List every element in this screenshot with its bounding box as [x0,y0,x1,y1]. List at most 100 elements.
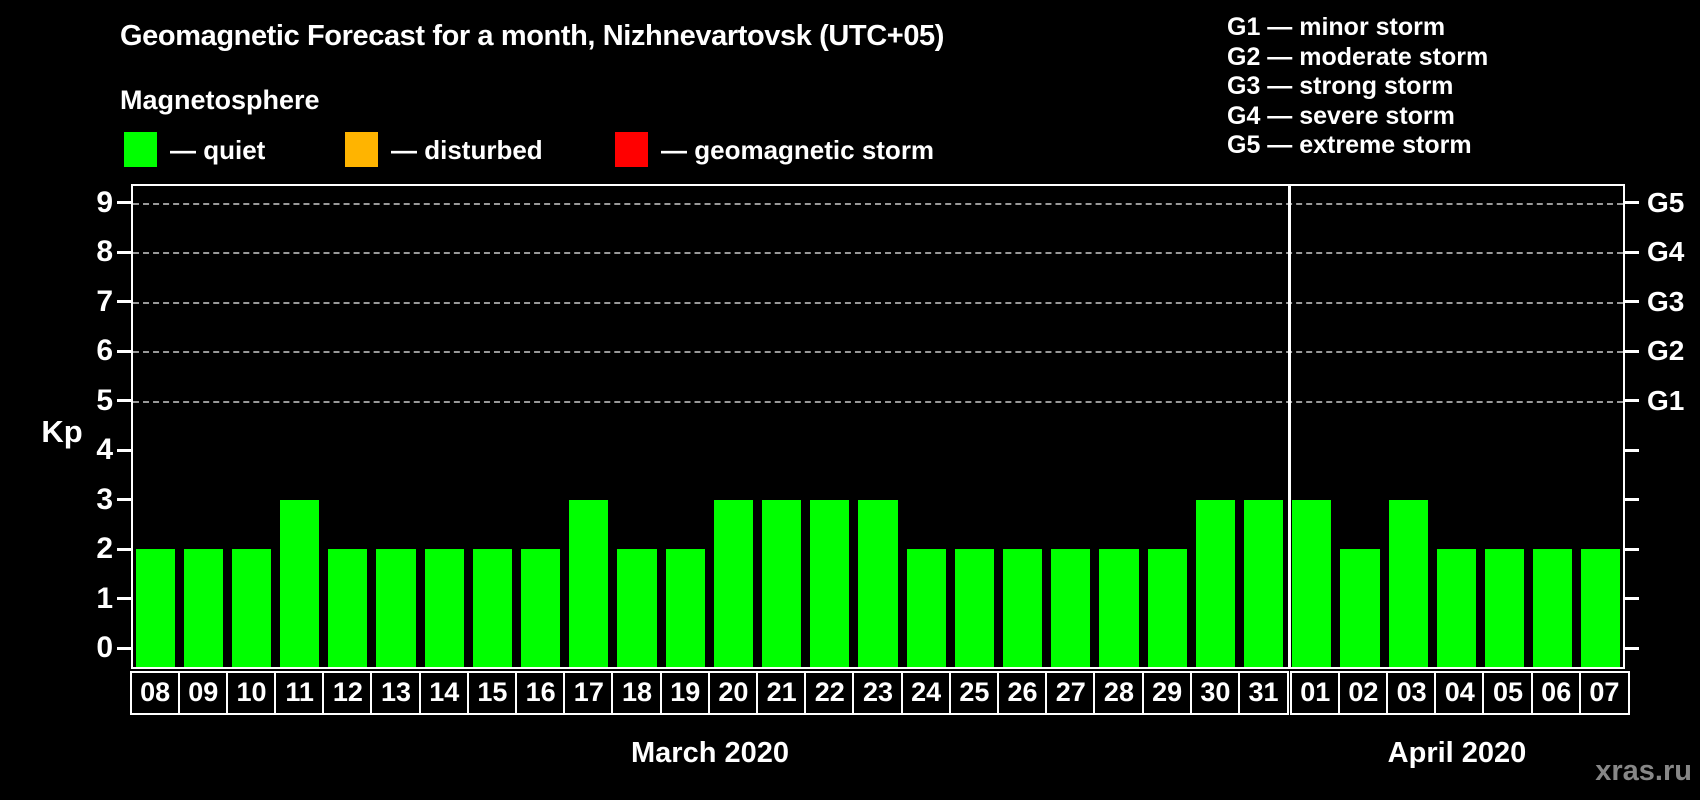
plot-area [131,184,1625,669]
disturbed-legend-label: — disturbed [391,135,543,165]
kp-tick-left-4 [117,448,131,452]
kp-tick-label-5: 5 [96,383,113,417]
quiet-legend-label: — quiet [170,135,266,165]
kp-bar-day-12 [328,549,368,667]
date-cell-31: 31 [1237,671,1290,715]
date-cell-06: 06 [1530,671,1582,715]
kp-tick-label-9: 9 [96,185,113,219]
chart-title: Geomagnetic Forecast for a month, Nizhne… [120,20,945,52]
date-cell-04: 04 [1434,671,1486,715]
storm-legend-label: — geomagnetic storm [661,135,935,165]
gridline-g3 [133,301,1623,304]
kp-tick-label-4: 4 [96,433,113,466]
g-axis-label-g1: G1 [1647,384,1685,416]
date-cell-22: 22 [804,671,856,715]
kp-bar-day-11 [280,499,320,667]
kp-tick-label-3: 3 [96,482,113,516]
kp-bar-day-13 [376,549,416,667]
date-cell-11: 11 [274,671,326,715]
kp-tick-left-7 [117,300,131,303]
date-cell-05: 05 [1482,671,1534,715]
kp-bar-day-17 [569,499,609,667]
kp-bar-day-28 [1099,549,1139,667]
date-cell-08: 08 [129,671,181,715]
date-cell-21: 21 [756,671,808,715]
kp-bar-day-19 [665,549,705,667]
kp-bar-day-04 [1436,549,1476,667]
gridline-g4 [133,252,1623,254]
magnetosphere-label: Magnetosphere [120,85,320,115]
kp-tick-left-9 [117,201,131,204]
kp-bar-day-10 [231,549,272,667]
kp-bar-day-18 [617,549,657,667]
disturbed-legend-swatch [345,132,378,167]
date-cell-15: 15 [466,671,519,715]
kp-tick-right-1 [1625,597,1639,600]
kp-tick-left-1 [117,597,131,600]
date-cell-24: 24 [900,671,952,715]
g-axis-label-g3: G3 [1647,285,1685,317]
kp-tick-label-2: 2 [96,532,113,565]
kp-tick-left-6 [117,349,131,353]
kp-bar-day-05 [1484,549,1525,667]
kp-bar-day-31 [1243,499,1284,667]
kp-bar-day-01 [1292,499,1332,667]
g-axis-label-g5: G5 [1647,186,1685,218]
date-cell-18: 18 [611,671,663,715]
month-label-april: April 2020 [1387,737,1527,769]
g-scale-legend: G1 — minor storm G2 — moderate storm G3 … [1227,13,1488,161]
kp-bar-day-27 [1051,549,1091,667]
date-cell-09: 09 [177,671,229,715]
date-cell-19: 19 [659,671,711,715]
kp-tick-label-1: 1 [96,581,113,615]
g4-legend-line: G4 — severe storm [1227,101,1455,130]
kp-bar-day-16 [521,549,561,667]
date-cell-29: 29 [1141,671,1193,715]
g-axis-label-g4: G4 [1647,236,1685,267]
kp-tick-right-7 [1625,300,1639,303]
kp-tick-label-6: 6 [96,334,113,367]
kp-tick-left-8 [117,250,131,254]
date-cell-03: 03 [1386,671,1438,715]
kp-bar-day-06 [1533,549,1573,667]
date-cell-30: 30 [1189,671,1241,715]
date-cell-23: 23 [852,671,904,715]
kp-bar-day-08 [135,549,175,667]
kp-tick-right-2 [1625,547,1639,551]
date-cell-14: 14 [418,671,470,715]
kp-tick-left-5 [117,399,131,402]
date-cell-10: 10 [225,671,278,715]
date-cell-02: 02 [1337,671,1390,715]
g3-legend-line: G3 — strong storm [1227,72,1454,100]
kp-bar-day-25 [954,549,994,667]
kp-bar-day-22 [810,499,850,667]
month-boundary-line [1287,186,1291,667]
kp-bar-day-29 [1147,549,1187,667]
kp-tick-right-3 [1625,498,1639,501]
kp-tick-left-2 [117,547,131,551]
date-cell-01: 01 [1289,671,1341,715]
gridline-g2 [133,351,1623,353]
kp-tick-right-9 [1625,201,1639,204]
kp-tick-left-0 [117,646,131,650]
kp-tick-right-5 [1625,399,1639,402]
kp-bar-day-30 [1195,499,1235,667]
month-label-march: March 2020 [631,737,789,769]
kp-bar-day-20 [713,499,753,667]
date-cell-20: 20 [707,671,759,715]
kp-bar-day-21 [762,499,802,667]
kp-tick-label-0: 0 [96,631,113,664]
kp-bar-day-07 [1581,549,1621,667]
date-cell-07: 07 [1578,671,1630,715]
date-cell-17: 17 [563,671,615,715]
date-axis: 08 09 10 11 12 13 14 15 16 17 18 19 20 21 22 23 24 25 26 27… [129,671,1631,715]
storm-legend-swatch [615,132,648,167]
g1-legend-line: G1 — minor storm [1227,13,1446,41]
kp-bar-day-02 [1340,549,1380,667]
date-cell-27: 27 [1045,671,1097,715]
date-cell-16: 16 [515,671,567,715]
kp-tick-label-8: 8 [96,235,113,268]
gridline-g5 [133,202,1623,205]
date-cell-12: 12 [322,671,374,715]
